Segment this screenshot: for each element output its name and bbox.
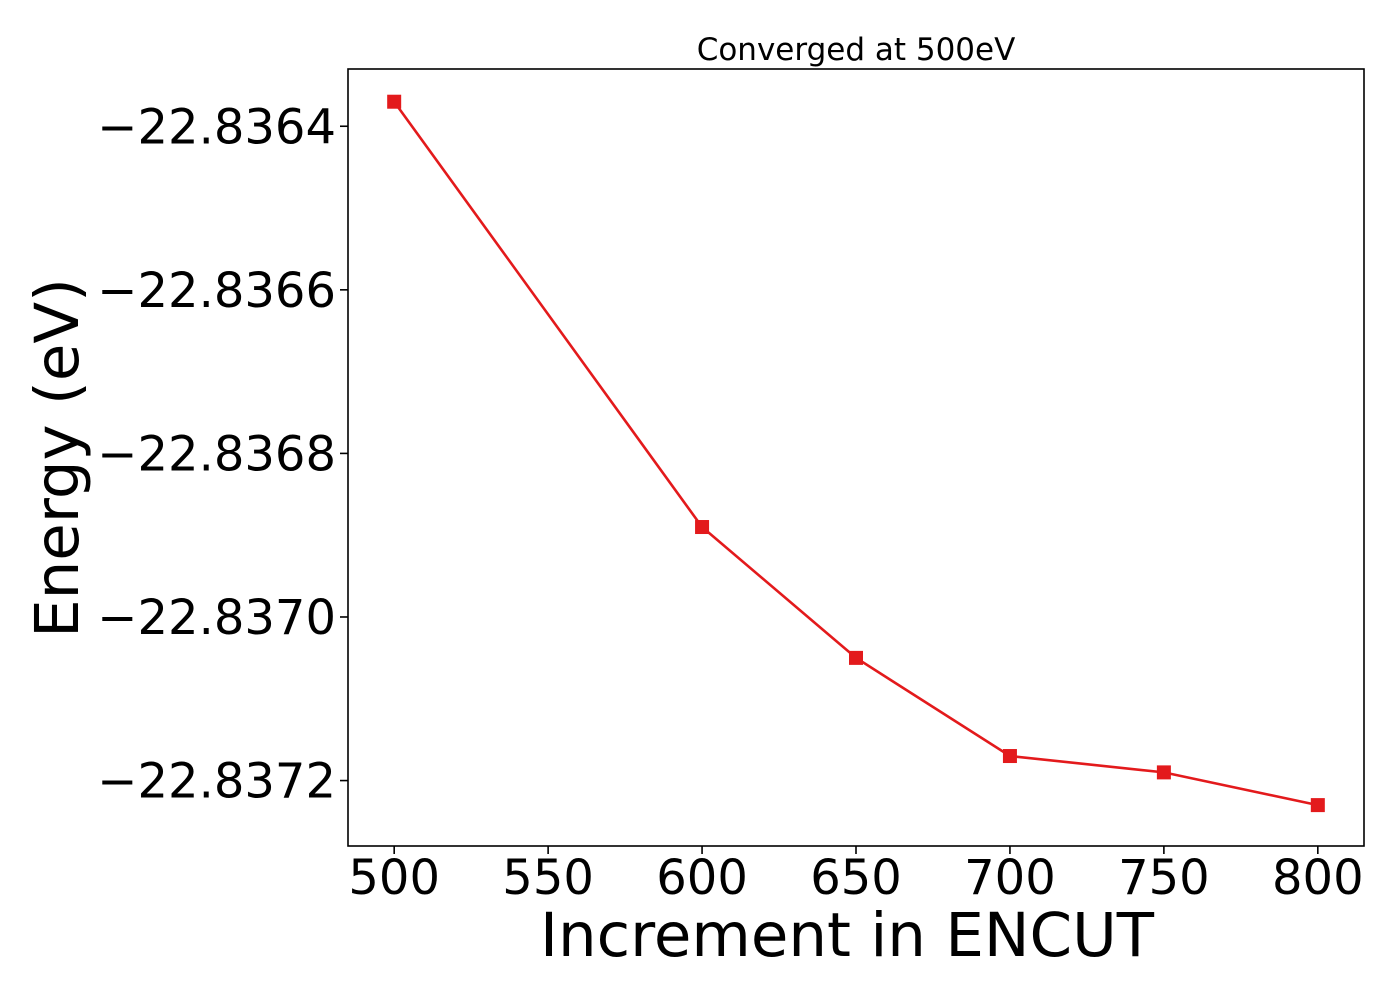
x-axis-label: Increment in ENCUT — [540, 900, 1155, 971]
plot-frame — [347, 68, 1365, 847]
y-axis-label: Energy (eV) — [22, 278, 93, 638]
x-tick-label: 750 — [1118, 850, 1210, 906]
y-axis: −22.8364 −22.8366 −22.8368 −22.8370 −22.8372 — [97, 99, 348, 810]
y-tick-label: −22.8370 — [97, 590, 336, 646]
data-point-marker — [1310, 798, 1325, 813]
chart-title: Converged at 500eV — [697, 32, 1016, 68]
y-tick-label: −22.8368 — [97, 426, 336, 482]
series-line — [393, 100, 1319, 807]
data-point-marker — [695, 520, 710, 535]
data-point-marker — [387, 94, 402, 109]
x-axis: 500 550 600 650 700 750 800 — [348, 846, 1364, 906]
x-tick-label: 500 — [348, 850, 440, 906]
x-tick-label: 550 — [502, 850, 594, 906]
data-point-marker — [1002, 749, 1017, 764]
x-tick-label: 650 — [810, 850, 902, 906]
x-tick-label: 600 — [656, 850, 748, 906]
y-tick-label: −22.8366 — [97, 263, 336, 319]
data-point-marker — [1156, 765, 1171, 780]
y-tick-label: −22.8364 — [97, 99, 336, 155]
plot-area — [387, 94, 1325, 813]
data-point-marker — [849, 650, 863, 665]
x-tick-label: 700 — [964, 850, 1056, 906]
y-tick-label: −22.8372 — [97, 754, 336, 810]
x-tick-label: 800 — [1272, 850, 1364, 906]
